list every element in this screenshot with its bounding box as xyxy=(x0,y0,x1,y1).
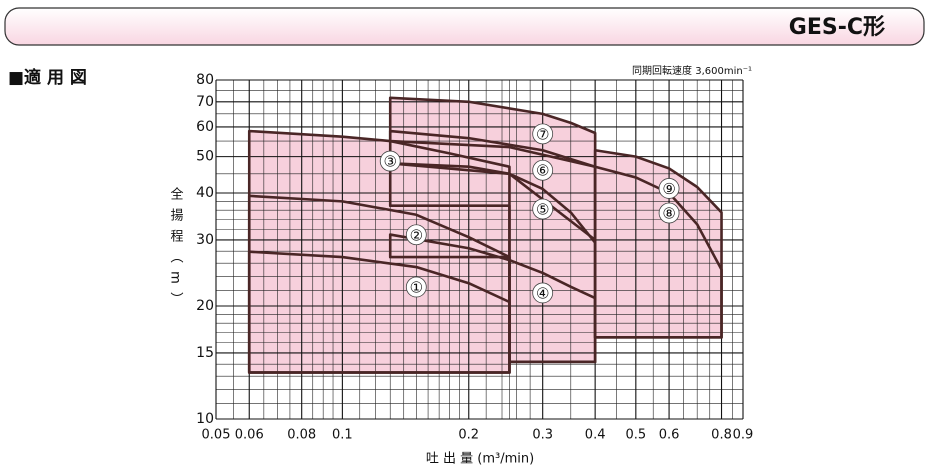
region-label-bg xyxy=(405,224,427,246)
y-tick-label: 80 xyxy=(196,72,214,88)
chart-title: GES-C形 xyxy=(789,15,885,40)
x-axis-label: 吐 出 量 (m³/min) xyxy=(426,452,534,467)
region-fill xyxy=(390,131,596,240)
region-outline xyxy=(388,129,597,242)
region-outline xyxy=(388,96,597,169)
region-label-bg xyxy=(379,150,401,172)
x-tick-label: 0.5 xyxy=(625,428,646,443)
x-tick-label: 0.2 xyxy=(458,428,479,443)
region-outline xyxy=(593,148,723,339)
region-label: ⑥ xyxy=(536,162,549,180)
y-tick-label: 20 xyxy=(196,298,214,314)
x-tick-label: 0.08 xyxy=(287,428,316,443)
y-tick-label: 30 xyxy=(196,232,214,248)
region-fill xyxy=(595,150,722,338)
note: 同期回転速度 3,600min⁻¹ xyxy=(632,64,752,77)
region-label-bg xyxy=(532,159,554,181)
x-tick-label: 0.4 xyxy=(585,428,606,443)
y-tick-label: 70 xyxy=(196,94,214,110)
region-label-bg xyxy=(658,178,680,199)
x-tick-label: 0.8 xyxy=(711,428,732,443)
y-tick-label: 50 xyxy=(196,149,214,165)
region-label-bg xyxy=(532,198,554,220)
x-tick-label: 0.3 xyxy=(532,428,553,443)
region-label-bg xyxy=(532,282,554,304)
region-label-bg xyxy=(658,202,680,224)
header-bar xyxy=(4,7,925,46)
region-outline xyxy=(388,161,597,364)
region-label: ⑧ xyxy=(662,205,675,223)
region-label: ② xyxy=(410,226,423,244)
section-title: ■適 用 図 xyxy=(8,67,87,88)
region-label: ⑤ xyxy=(536,200,549,218)
y-tick-label: 40 xyxy=(196,185,214,201)
region-label: ④ xyxy=(536,284,549,302)
region-label: ① xyxy=(410,279,423,297)
y-tick-label: 60 xyxy=(196,119,214,135)
x-tick-label: 0.6 xyxy=(659,428,680,443)
x-tick-label: 0.1 xyxy=(332,428,353,443)
y-axis-label: 全揚程（m） xyxy=(168,187,184,313)
x-tick-label: 0.05 xyxy=(202,428,231,443)
y-tick-label: 15 xyxy=(196,345,214,361)
region-label: ⑨ xyxy=(662,180,675,198)
region-label: ⑦ xyxy=(536,125,549,143)
region-label-bg xyxy=(532,123,554,145)
region-label-bg xyxy=(405,276,427,298)
x-tick-label: 0.06 xyxy=(235,428,264,443)
x-tick-label: 0.9 xyxy=(733,428,754,443)
region-label: ③ xyxy=(383,153,396,171)
y-tick-label: 10 xyxy=(196,411,214,427)
